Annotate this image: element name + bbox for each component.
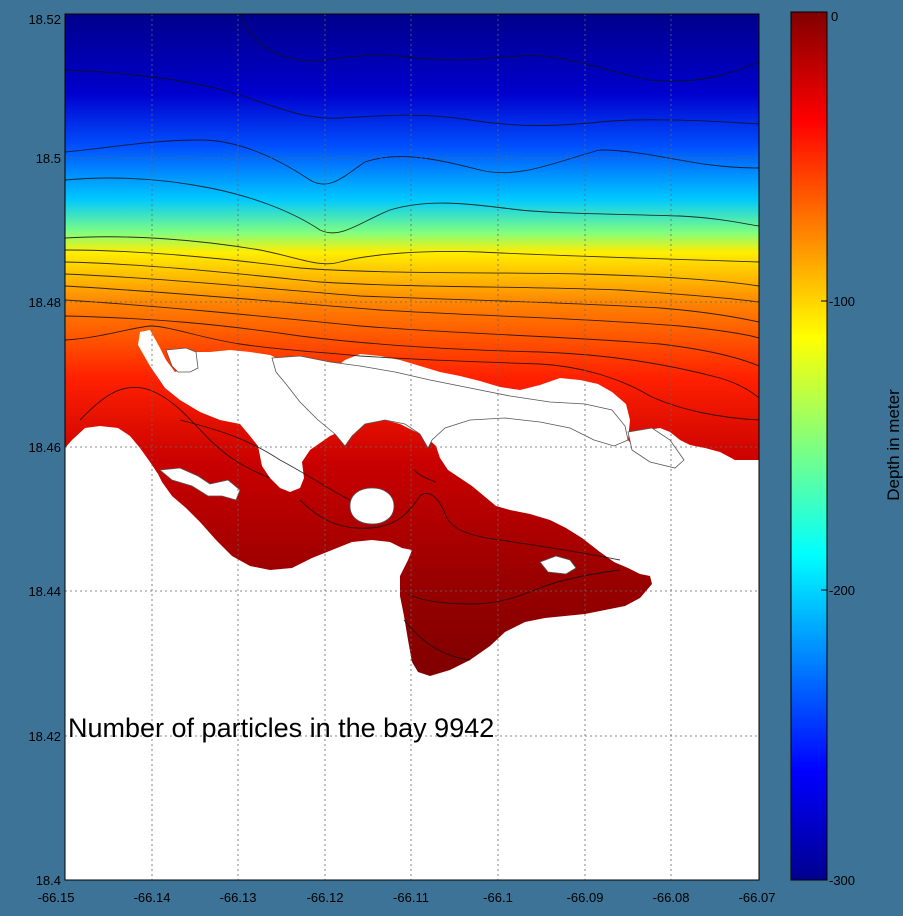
x-tick-label: -66.12: [307, 890, 344, 905]
x-tick-label: -66.14: [134, 890, 171, 905]
y-tick-label: 18.52: [28, 12, 61, 27]
y-tick-label: 18.44: [28, 584, 61, 599]
island-southeast: [539, 555, 577, 575]
island-central: [271, 355, 629, 449]
x-tick-label: -66.09: [567, 890, 604, 905]
x-axis: -66.15 -66.14 -66.13 -66.12 -66.11 -66.1…: [38, 890, 776, 905]
colorbar-gradient: [790, 11, 828, 881]
x-tick-label: -66.11: [393, 890, 429, 905]
island-east: [627, 427, 685, 469]
y-tick-label: 18.46: [28, 440, 61, 455]
grid-lines: [65, 14, 759, 880]
colorbar-tick-label: -200: [829, 583, 855, 598]
x-tick-label: -66.08: [653, 890, 690, 905]
colorbar-tick-label: -300: [829, 873, 855, 888]
y-tick-label: 18.48: [28, 295, 61, 310]
x-tick-label: -66.1: [483, 890, 513, 905]
x-tick-label: -66.13: [220, 890, 257, 905]
plot-frame: [64, 13, 760, 881]
island-west: [165, 347, 199, 373]
particle-count-annotation: Number of particles in the bay 9942: [68, 713, 494, 743]
y-axis: 18.52 18.5 18.48 18.46 18.44 18.42 18.4: [28, 12, 61, 888]
island-round: [349, 487, 395, 525]
colorbar-label: Depth in meter: [884, 389, 903, 501]
y-tick-label: 18.4: [36, 873, 61, 888]
depth-contours: [65, 14, 759, 661]
colorbar: 0 -100 -200 -300 Depth in meter: [790, 9, 903, 888]
y-tick-label: 18.42: [28, 729, 61, 744]
ocean-water: [65, 14, 759, 676]
x-tick-label: -66.15: [38, 890, 75, 905]
y-tick-label: 18.5: [36, 151, 61, 166]
x-tick-label: -66.07: [739, 890, 776, 905]
colorbar-tick-label: 0: [831, 9, 838, 24]
colorbar-tick-label: -100: [829, 294, 855, 309]
map-plot: Number of particles in the bay 9942: [65, 14, 759, 880]
